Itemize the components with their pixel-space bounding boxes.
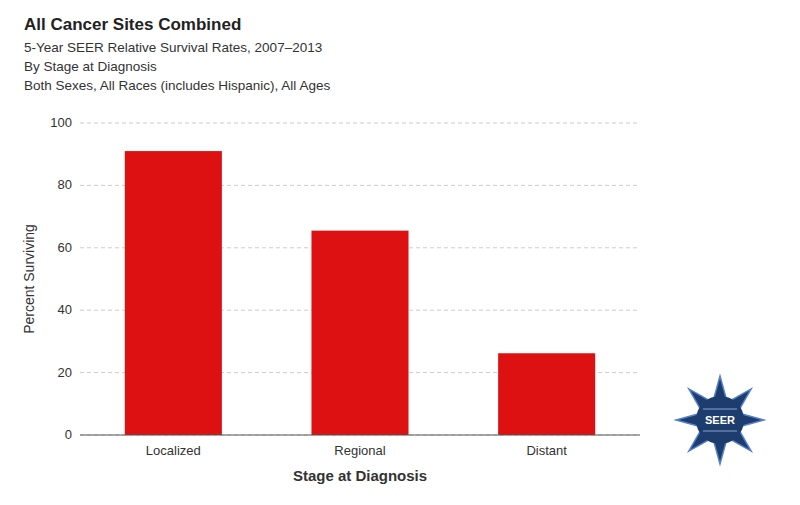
badge-center [696, 396, 744, 444]
subtitle: By Stage at Diagnosis [24, 59, 157, 74]
y-tick-label: 60 [58, 240, 72, 255]
bars [125, 151, 595, 435]
y-tick-label: 20 [58, 365, 72, 380]
x-tick-label: Regional [334, 443, 385, 458]
y-tick-label: 80 [58, 177, 72, 192]
x-axis-line [80, 435, 640, 436]
subtitle: Both Sexes, All Races (includes Hispanic… [24, 78, 330, 93]
bar [498, 353, 595, 435]
subtitle: 5-Year SEER Relative Survival Rates, 200… [24, 40, 322, 55]
grid-line [80, 123, 640, 124]
title: All Cancer Sites Combined [24, 15, 241, 34]
y-tick-label: 0 [65, 427, 72, 442]
chart: All Cancer Sites Combined 5-Year SEER Rel… [0, 0, 800, 505]
badge-rule [703, 431, 737, 432]
y-tick-label: 40 [58, 302, 72, 317]
badge-rule [703, 409, 737, 410]
grid [80, 123, 640, 435]
y-tick-label: 100 [50, 115, 72, 130]
x-tick-label: Localized [146, 443, 201, 458]
bar [125, 151, 222, 435]
x-tick-label: Distant [526, 443, 567, 458]
bar [311, 231, 408, 435]
badge-star [676, 376, 764, 464]
annotation: SEER [705, 414, 735, 426]
grid-line [80, 435, 640, 436]
x-axis-label: Stage at Diagnosis [293, 467, 427, 484]
y-axis-label: Percent Surviving [21, 224, 37, 334]
badge: SEER [676, 376, 764, 464]
